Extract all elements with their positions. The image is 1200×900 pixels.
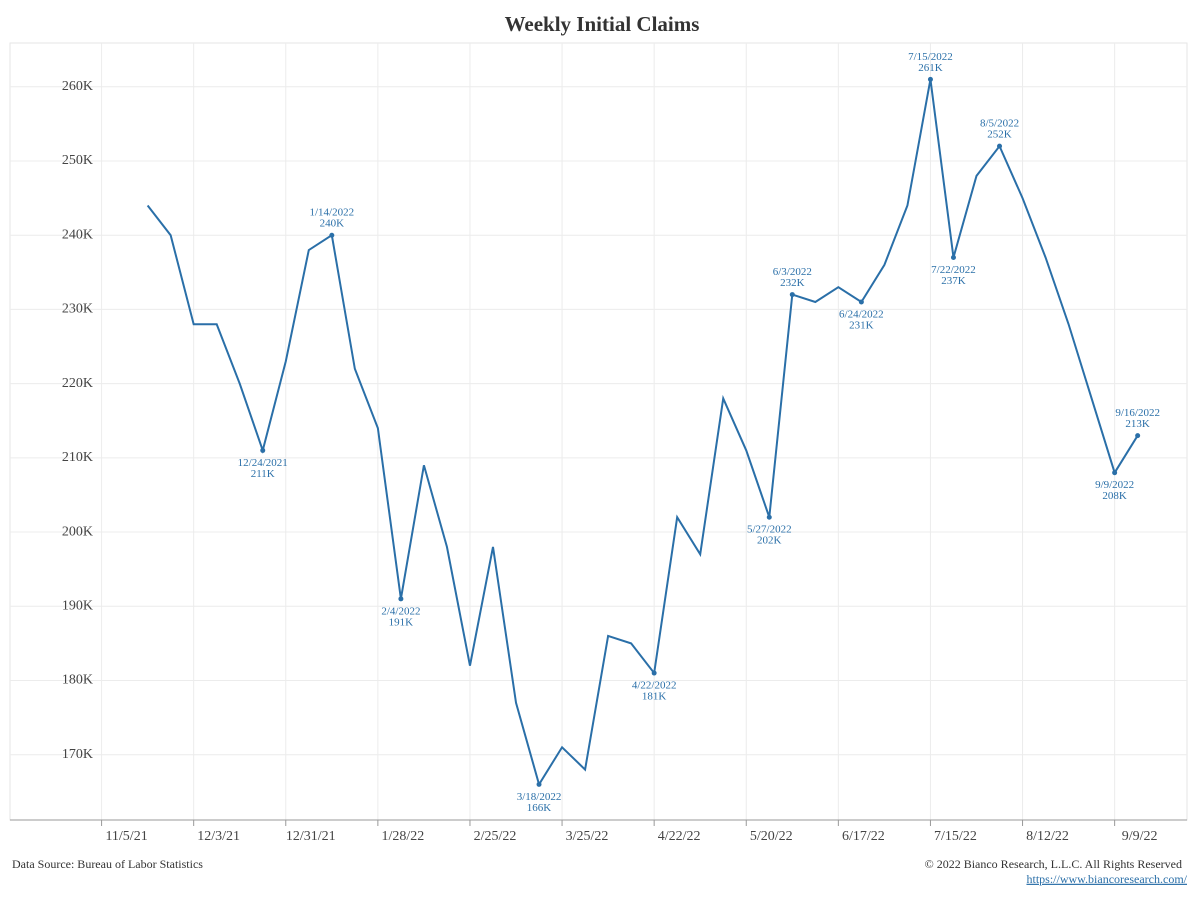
x-tick-label: 11/5/21	[105, 829, 147, 844]
x-tick-label: 5/20/22	[750, 829, 793, 844]
chart-title: Weekly Initial Claims	[505, 12, 700, 36]
annotation-date: 2/4/2022	[381, 605, 420, 617]
x-tick-label: 12/31/21	[286, 829, 336, 844]
point	[260, 447, 266, 453]
x-tick-label: 8/12/22	[1026, 829, 1069, 844]
source-note: Data Source: Bureau of Labor Statistics	[12, 857, 203, 871]
annotation-value: 240K	[320, 218, 345, 230]
x-tick-label: 3/25/22	[566, 829, 609, 844]
annotation-value: 237K	[941, 275, 966, 287]
annotation-value: 191K	[389, 616, 414, 628]
point	[858, 299, 864, 305]
line	[146, 79, 1139, 787]
point	[1112, 470, 1118, 476]
y-tick-label: 230K	[62, 302, 93, 317]
annotation-date: 6/24/2022	[839, 309, 884, 321]
x-tick-label: 1/28/22	[381, 829, 424, 844]
y-tick-label: 210K	[62, 450, 93, 465]
point	[950, 254, 956, 260]
annotation-date: 7/15/2022	[908, 51, 953, 63]
annotation-date: 6/3/2022	[773, 266, 812, 278]
y-tick-label: 250K	[62, 153, 93, 168]
annotation-date: 7/22/2022	[931, 264, 976, 276]
annotation-date: 8/5/2022	[980, 118, 1019, 130]
y-tick-label: 180K	[62, 673, 93, 688]
x-tick-label: 6/17/22	[842, 829, 885, 844]
point	[1135, 433, 1141, 439]
annotation-value: 213K	[1125, 418, 1150, 430]
plot-frame	[9, 42, 1188, 821]
annotation-value: 261K	[918, 62, 943, 74]
point	[398, 596, 404, 602]
annotation-value: 252K	[987, 129, 1012, 141]
point	[536, 781, 542, 787]
annotation-value: 232K	[780, 277, 805, 289]
x-tick-label: 2/25/22	[474, 829, 517, 844]
y-tick-label: 220K	[62, 376, 93, 391]
point	[329, 232, 335, 238]
y-tick-label: 170K	[62, 747, 93, 762]
website-link[interactable]: https://www.biancoresearch.com/	[1026, 872, 1187, 886]
annotation-date: 9/9/2022	[1095, 479, 1134, 491]
annotation-date: 4/22/2022	[632, 680, 677, 692]
y-tick-label: 200K	[62, 524, 93, 539]
y-tick-label: 260K	[62, 79, 93, 94]
annotation-date: 1/14/2022	[310, 207, 355, 219]
point	[997, 143, 1003, 149]
y-tick-label: 190K	[62, 598, 93, 613]
annotation-value: 231K	[849, 320, 874, 332]
point	[651, 670, 657, 676]
annotation-value: 202K	[757, 535, 782, 547]
x-tick-label: 9/9/22	[1122, 829, 1158, 844]
annotation-value: 211K	[251, 468, 275, 480]
annotation-date: 9/16/2022	[1115, 407, 1160, 419]
y-tick-label: 240K	[62, 227, 93, 242]
point	[927, 76, 933, 82]
x-tick-label: 4/22/22	[658, 829, 701, 844]
x-tick-label: 12/3/21	[197, 829, 240, 844]
point	[766, 514, 772, 520]
annotation-value: 181K	[642, 691, 667, 703]
annotation-date: 3/18/2022	[517, 791, 562, 803]
x-tick-label: 7/15/22	[934, 829, 977, 844]
annotation-value: 208K	[1102, 490, 1127, 502]
point	[789, 292, 795, 298]
copyright: © 2022 Bianco Research, L.L.C. All Right…	[925, 857, 1182, 871]
annotation-value: 166K	[527, 802, 552, 814]
annotation-date: 5/27/2022	[747, 524, 792, 536]
annotation-date: 12/24/2021	[238, 457, 288, 469]
